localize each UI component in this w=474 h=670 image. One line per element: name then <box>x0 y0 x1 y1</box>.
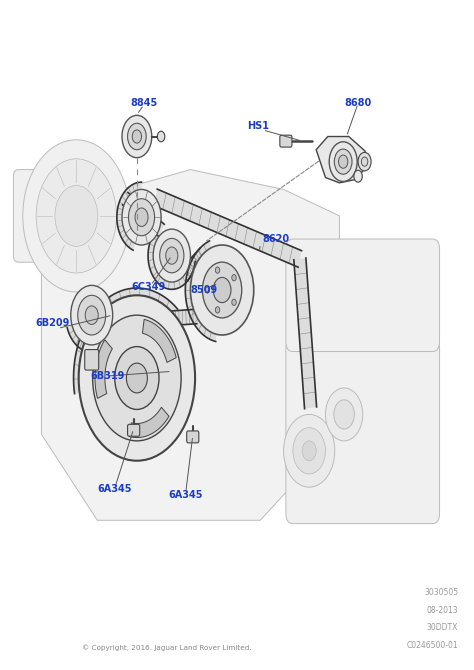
Circle shape <box>115 346 159 409</box>
Text: © Copyright, 2016. Jaguar Land Rover Limited.: © Copyright, 2016. Jaguar Land Rover Lim… <box>82 645 252 651</box>
Text: 08-2013: 08-2013 <box>427 606 458 614</box>
FancyBboxPatch shape <box>187 431 199 443</box>
Circle shape <box>160 239 184 273</box>
Circle shape <box>135 208 148 226</box>
Polygon shape <box>129 407 169 438</box>
Circle shape <box>23 140 130 292</box>
Circle shape <box>358 152 371 171</box>
Circle shape <box>302 441 316 461</box>
Circle shape <box>92 315 181 441</box>
Circle shape <box>128 123 146 149</box>
Polygon shape <box>182 248 207 280</box>
Circle shape <box>329 142 357 182</box>
Text: 6A345: 6A345 <box>98 484 132 494</box>
Circle shape <box>36 159 117 273</box>
FancyBboxPatch shape <box>286 338 439 523</box>
FancyBboxPatch shape <box>286 239 439 352</box>
Circle shape <box>232 299 236 306</box>
Polygon shape <box>154 189 301 267</box>
Circle shape <box>78 295 106 335</box>
Circle shape <box>85 306 98 324</box>
Circle shape <box>338 155 348 168</box>
Circle shape <box>132 130 142 143</box>
Text: 8620: 8620 <box>263 234 290 244</box>
Text: 6B319: 6B319 <box>91 371 125 381</box>
Polygon shape <box>73 288 178 394</box>
FancyBboxPatch shape <box>85 350 99 370</box>
Circle shape <box>55 186 98 247</box>
FancyBboxPatch shape <box>13 170 116 262</box>
Circle shape <box>157 131 165 142</box>
Polygon shape <box>143 320 176 362</box>
Circle shape <box>215 267 220 273</box>
Text: 8680: 8680 <box>345 98 372 108</box>
Polygon shape <box>41 170 339 521</box>
Polygon shape <box>168 309 197 326</box>
Circle shape <box>354 170 362 182</box>
Polygon shape <box>123 192 164 237</box>
Circle shape <box>166 247 178 264</box>
Circle shape <box>153 229 191 282</box>
Text: 8845: 8845 <box>130 98 157 108</box>
Circle shape <box>213 277 231 303</box>
Text: 6A345: 6A345 <box>169 490 203 500</box>
Circle shape <box>205 287 210 293</box>
Circle shape <box>71 285 113 345</box>
Polygon shape <box>84 334 97 350</box>
Circle shape <box>128 199 155 236</box>
Polygon shape <box>95 340 112 399</box>
Polygon shape <box>185 241 218 342</box>
Circle shape <box>122 115 152 157</box>
Circle shape <box>79 295 195 461</box>
Circle shape <box>326 388 363 441</box>
Text: C0246500-01: C0246500-01 <box>407 641 458 651</box>
Polygon shape <box>294 258 317 409</box>
Polygon shape <box>316 137 365 183</box>
Polygon shape <box>148 230 195 289</box>
Circle shape <box>202 262 242 318</box>
Circle shape <box>232 275 236 281</box>
Circle shape <box>293 427 326 474</box>
Circle shape <box>127 363 147 393</box>
Text: 30DDTX: 30DDTX <box>427 624 458 632</box>
Circle shape <box>122 190 161 245</box>
Text: 8509: 8509 <box>191 285 218 295</box>
Circle shape <box>191 245 254 335</box>
Polygon shape <box>67 315 118 352</box>
Circle shape <box>215 307 220 313</box>
Circle shape <box>334 149 352 174</box>
Circle shape <box>361 157 368 166</box>
Text: 6B209: 6B209 <box>36 318 70 328</box>
Text: 3030505: 3030505 <box>424 588 458 597</box>
Text: 6C349: 6C349 <box>131 282 165 292</box>
Circle shape <box>283 415 335 487</box>
Text: HS1: HS1 <box>247 121 269 131</box>
Circle shape <box>334 400 355 429</box>
FancyBboxPatch shape <box>128 424 140 436</box>
Polygon shape <box>117 182 142 250</box>
FancyBboxPatch shape <box>280 135 292 147</box>
